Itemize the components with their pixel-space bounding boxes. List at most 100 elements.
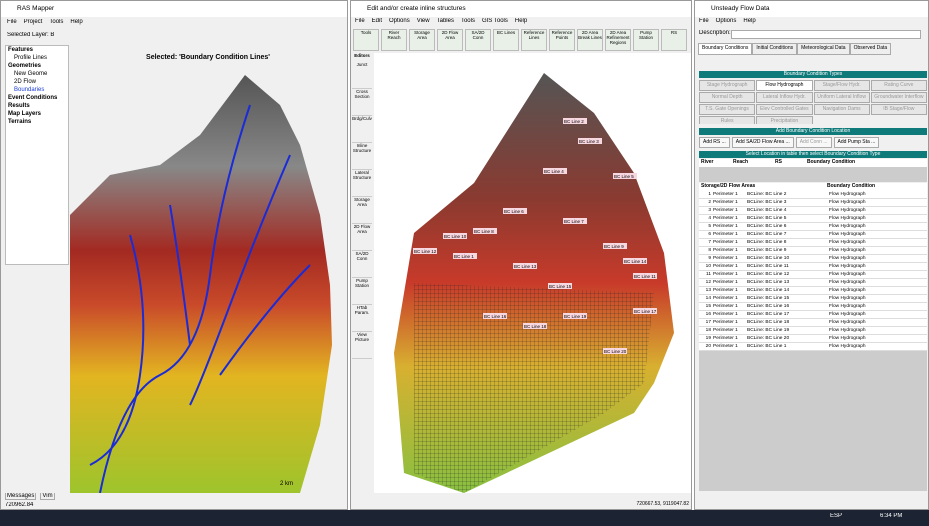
tool-button[interactable]: 2D Area Refinement Regions — [605, 29, 631, 51]
add-button[interactable]: Add Pump Sta ... — [833, 137, 880, 148]
table-cell[interactable]: BCLine: BC Line 5 — [747, 216, 787, 221]
bc-type-button[interactable]: T.S. Gate Openings — [699, 104, 756, 115]
table-cell[interactable]: Flow Hydrograph — [829, 336, 866, 341]
table-cell[interactable]: Flow Hydrograph — [829, 248, 866, 253]
menu-item[interactable]: Tools — [49, 19, 64, 25]
tool-button[interactable]: Reference Lines — [521, 29, 547, 51]
table-cell[interactable]: BCLine: BC Line 10 — [747, 256, 790, 261]
tool-button[interactable]: River Reach — [381, 29, 407, 51]
table-cell[interactable]: Perimeter 1 — [713, 224, 738, 229]
table-cell[interactable]: BCLine: BC Line 11 — [747, 264, 789, 269]
table-cell[interactable]: Flow Hydrograph — [829, 280, 866, 285]
table-cell[interactable]: 8 — [708, 248, 711, 253]
tab[interactable]: Initial Conditions — [752, 43, 798, 55]
table-cell[interactable]: Perimeter 1 — [713, 256, 738, 261]
table-cell[interactable]: 7 — [708, 240, 711, 245]
table-cell[interactable]: Perimeter 1 — [713, 272, 738, 277]
menu-item[interactable]: GIS Tools — [481, 18, 508, 24]
editor-button[interactable]: View Picture — [352, 332, 372, 359]
tree-item[interactable]: New Geome — [14, 71, 48, 77]
table-cell[interactable]: 15 — [705, 304, 711, 309]
table-cell[interactable]: Perimeter 1 — [713, 200, 738, 205]
table-cell[interactable]: Flow Hydrograph — [829, 264, 866, 269]
table-cell[interactable]: Flow Hydrograph — [829, 312, 866, 317]
tree-item[interactable]: 2D Flow — [14, 79, 37, 85]
table-cell[interactable]: Flow Hydrograph — [829, 296, 866, 301]
table-cell[interactable]: 16 — [705, 312, 711, 317]
table-cell[interactable]: Perimeter 1 — [713, 328, 738, 333]
table-cell[interactable]: 3 — [708, 208, 711, 213]
table-cell[interactable]: BCLine: BC Line 14 — [747, 288, 790, 293]
table-cell[interactable]: BCLine: BC Line 19 — [747, 328, 790, 333]
tree-item[interactable]: Features — [8, 47, 34, 53]
table-cell[interactable]: Perimeter 1 — [713, 288, 738, 293]
bc-type-button[interactable]: Stage/Flow Hydr. — [813, 80, 870, 91]
tree-item[interactable]: Results — [8, 103, 30, 109]
table-cell[interactable]: Perimeter 1 — [713, 216, 738, 221]
table-cell[interactable]: 5 — [708, 224, 711, 229]
table-cell[interactable]: 6 — [708, 232, 711, 237]
tool-button[interactable]: SA/2D Conn — [465, 29, 491, 51]
editor-button[interactable]: Storage Area — [352, 197, 372, 224]
table-cell[interactable]: 12 — [705, 280, 711, 285]
table-cell[interactable]: Perimeter 1 — [713, 208, 738, 213]
tree-item[interactable]: Event Conditions — [8, 95, 58, 101]
table-cell[interactable]: Perimeter 1 — [713, 304, 738, 309]
table-cell[interactable]: Flow Hydrograph — [829, 192, 866, 197]
tab[interactable]: Observed Data — [849, 43, 892, 55]
table-cell[interactable]: 4 — [708, 216, 711, 221]
menu-item[interactable]: Help — [514, 18, 528, 24]
bc-type-button[interactable]: Rating Curve — [870, 80, 927, 91]
add-button[interactable]: Add RS ... — [699, 137, 730, 148]
table-cell[interactable]: Flow Hydrograph — [829, 216, 866, 221]
add-button[interactable]: Add SA/2D Flow Area ... — [731, 137, 794, 148]
tool-button[interactable]: Tools — [353, 29, 379, 51]
table-cell[interactable]: 18 — [705, 328, 711, 333]
table-cell[interactable]: Perimeter 1 — [713, 320, 738, 325]
table-cell[interactable]: Flow Hydrograph — [829, 240, 866, 245]
bc-type-button[interactable]: Precipitation — [756, 116, 813, 124]
table-cell[interactable]: BCLine: BC Line 15 — [747, 296, 790, 301]
tree-item[interactable]: Boundaries — [14, 87, 45, 93]
menu-item[interactable]: Help — [70, 19, 83, 25]
table-cell[interactable]: 9 — [708, 256, 711, 261]
menu-item[interactable]: Help — [743, 18, 756, 24]
bc-type-button[interactable]: Normal Depth — [699, 92, 756, 103]
table-cell[interactable]: BCLine: BC Line 1 — [747, 344, 787, 349]
table-cell[interactable]: Flow Hydrograph — [829, 320, 866, 325]
table-cell[interactable]: Perimeter 1 — [713, 344, 738, 349]
table-cell[interactable]: Perimeter 1 — [713, 240, 738, 245]
table-cell[interactable]: Flow Hydrograph — [829, 328, 866, 333]
tree-item[interactable]: Terrains — [8, 119, 32, 125]
bc-type-button[interactable]: Navigation Dams — [813, 104, 870, 115]
editor-button[interactable]: Lateral Structure — [352, 170, 372, 197]
editor-button[interactable]: HTab Param. — [352, 305, 372, 332]
menu-item[interactable]: File — [355, 18, 365, 24]
table-cell[interactable]: 2 — [708, 200, 711, 205]
editor-button[interactable]: SA/2D Conn — [352, 251, 372, 278]
table-cell[interactable]: Perimeter 1 — [713, 336, 738, 341]
table-cell[interactable]: BCLine: BC Line 7 — [747, 232, 787, 237]
table-cell[interactable]: Flow Hydrograph — [829, 200, 866, 205]
bc-type-button[interactable]: Elev Controlled Gates — [756, 104, 813, 115]
menu-item[interactable]: Edit — [371, 18, 383, 24]
tab[interactable]: Boundary Conditions — [698, 43, 753, 55]
table-cell[interactable]: BCLine: BC Line 18 — [747, 320, 790, 325]
menu-item[interactable]: Tables — [436, 18, 454, 24]
bc-type-button[interactable]: IB Stage/Flow — [870, 104, 927, 115]
table-cell[interactable]: Perimeter 1 — [713, 280, 738, 285]
menu-item[interactable]: Tools — [460, 18, 475, 24]
editor-button[interactable]: Junct — [352, 62, 372, 89]
table-cell[interactable]: BCLine: BC Line 12 — [747, 272, 790, 277]
bc-type-button[interactable]: Flow Hydrograph — [756, 80, 813, 91]
table-cell[interactable]: BCLine: BC Line 20 — [747, 336, 790, 341]
table-cell[interactable]: BCLine: BC Line 2 — [747, 192, 787, 197]
editor-button[interactable]: Cross Section — [352, 89, 372, 116]
tab[interactable]: Messages — [5, 493, 37, 500]
table-cell[interactable]: Perimeter 1 — [713, 312, 738, 317]
table-cell[interactable]: Perimeter 1 — [713, 192, 738, 197]
tree-item[interactable]: Profile Lines — [14, 55, 48, 61]
bc-type-button[interactable]: Groundwater Interflow — [870, 92, 927, 103]
table-cell[interactable]: Flow Hydrograph — [829, 304, 866, 309]
table-cell[interactable]: 14 — [705, 296, 711, 301]
